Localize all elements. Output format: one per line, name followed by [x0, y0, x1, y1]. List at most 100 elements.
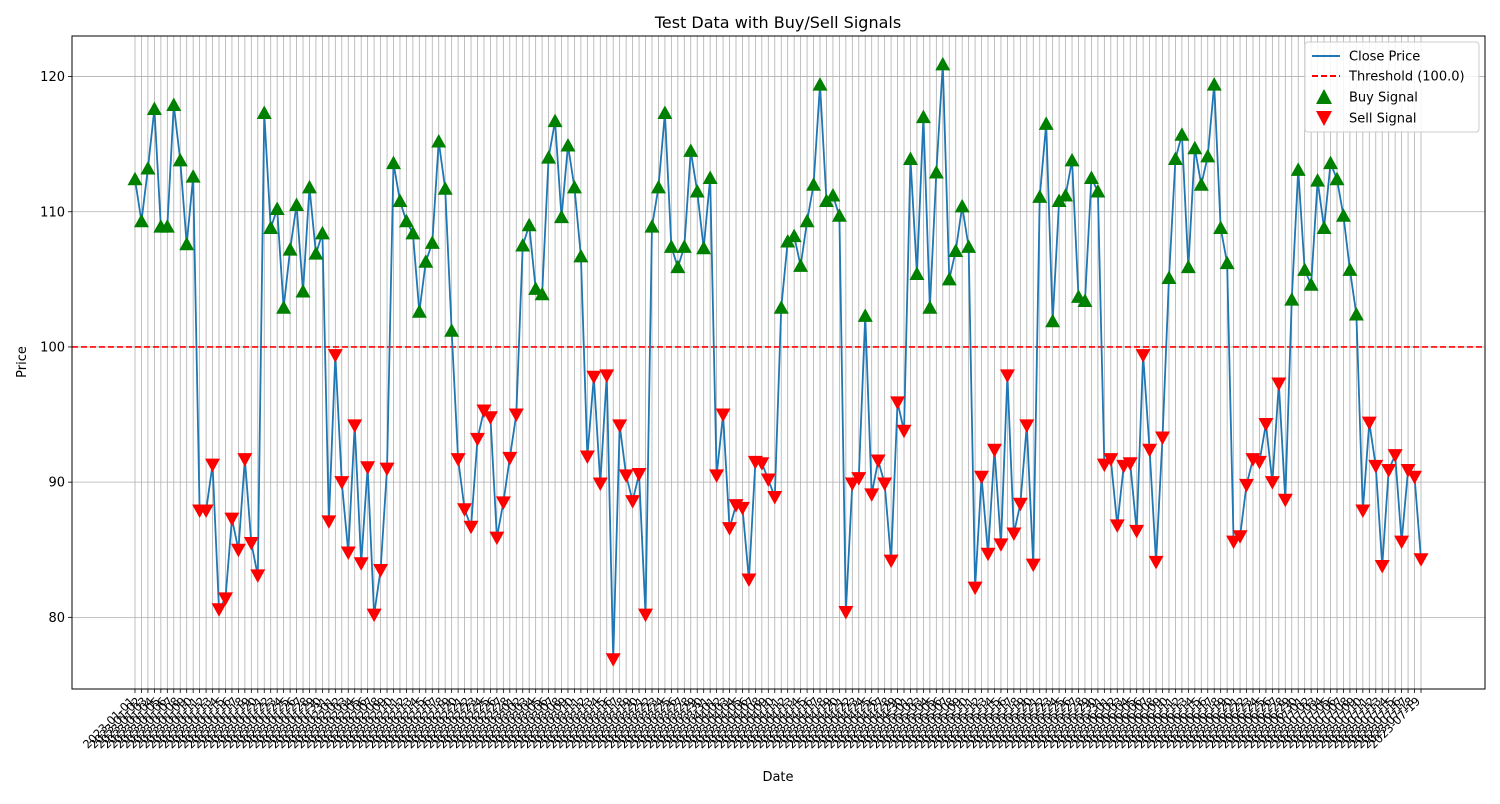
sell-signal-marker: [1019, 419, 1035, 433]
buy-signal-marker: [1335, 208, 1351, 222]
sell-signal-marker: [1142, 443, 1158, 458]
buy-signal-marker: [127, 171, 143, 186]
buy-signal-marker: [179, 236, 195, 251]
buy-signal-marker: [806, 177, 822, 191]
buy-signal-marker: [650, 179, 666, 194]
buy-signal-marker: [1032, 189, 1048, 203]
sell-signal-marker: [967, 581, 983, 596]
buy-signal-marker: [676, 239, 692, 253]
legend-close-price: Close Price: [1349, 50, 1420, 65]
buy-signal-marker: [1310, 173, 1326, 187]
buy-signal-marker: [644, 219, 660, 233]
sell-signal-marker: [353, 557, 369, 571]
buy-signal-marker: [935, 56, 951, 71]
y-tick-label: 110: [40, 205, 65, 220]
buy-signal-marker: [521, 217, 537, 232]
sell-signal-marker: [489, 531, 505, 546]
sell-signal-marker: [217, 592, 233, 606]
sell-signal-marker: [741, 573, 757, 587]
buy-signal-marker: [528, 281, 544, 295]
sell-signal-marker: [760, 473, 776, 487]
buy-signal-marker: [786, 228, 802, 243]
buy-signal-marker: [1200, 148, 1216, 163]
buy-signal-marker: [566, 179, 582, 194]
sell-signal-marker: [1355, 504, 1371, 519]
sell-signal-marker: [638, 608, 654, 623]
buy-signal-marker: [269, 201, 285, 216]
sell-signal-marker: [198, 504, 214, 519]
sell-signal-marker: [340, 546, 356, 560]
sell-signal-marker: [250, 569, 266, 583]
sell-signal-marker: [1387, 449, 1403, 463]
sell-signal-marker: [1251, 455, 1267, 470]
buy-signal-marker: [1303, 277, 1319, 291]
buy-signal-marker: [405, 225, 421, 240]
buy-signal-marker: [515, 238, 531, 252]
buy-signal-marker: [948, 243, 964, 257]
buy-signal-marker: [140, 160, 156, 175]
x-axis-label: Date: [762, 770, 793, 785]
sell-signal-marker: [1129, 524, 1145, 539]
sell-signal-marker: [625, 495, 641, 509]
sell-signal-marker: [230, 543, 246, 558]
buy-signal-marker: [392, 193, 408, 207]
buy-signal-marker: [793, 258, 809, 272]
buy-signal-marker: [418, 254, 434, 268]
buy-signal-marker: [831, 208, 847, 222]
sell-signal-marker: [1368, 459, 1384, 474]
buy-signal-marker: [1083, 170, 1099, 184]
buy-signal-marker: [1342, 262, 1358, 276]
sell-signal-marker: [722, 522, 738, 536]
sell-signal-marker: [334, 476, 350, 490]
buy-signal-marker: [159, 219, 175, 233]
buy-signal-marker: [172, 152, 188, 167]
buy-signal-marker: [301, 179, 317, 194]
buy-signal-marker: [385, 155, 401, 170]
legend-sell-signal: Sell Signal: [1349, 112, 1417, 127]
buy-signal-marker: [1323, 155, 1339, 170]
y-tick-label: 80: [48, 611, 65, 626]
buy-signal-marker: [1161, 270, 1177, 285]
sell-signal-marker: [495, 496, 511, 510]
buy-signal-marker: [1058, 188, 1074, 202]
buy-signal-marker: [857, 308, 873, 322]
sell-signal-marker: [631, 468, 647, 482]
buy-signal-marker: [1090, 183, 1106, 198]
buy-signal-marker: [1193, 177, 1209, 191]
sell-signal-marker: [599, 369, 615, 383]
buy-signal-marker: [424, 235, 440, 249]
sell-signal-marker: [321, 515, 337, 529]
sell-signal-marker: [327, 349, 343, 363]
sell-signal-marker: [211, 603, 227, 617]
legend-buy-signal: Buy Signal: [1349, 91, 1418, 106]
buy-signal-marker: [683, 143, 699, 157]
buy-signal-marker: [1290, 162, 1306, 176]
buy-signal-marker: [560, 138, 576, 152]
sell-signal-marker: [470, 432, 486, 447]
sell-signal-marker: [1258, 418, 1274, 432]
buy-signal-marker: [276, 300, 292, 314]
sell-signal-marker: [1277, 493, 1293, 508]
buy-signal-marker: [1180, 259, 1196, 274]
legend-box: [1304, 41, 1480, 133]
buy-signal-marker: [961, 239, 977, 253]
buy-signal-marker: [902, 151, 918, 166]
sell-signal-marker: [980, 547, 996, 562]
buy-signal-marker: [308, 246, 324, 260]
sell-signal-marker: [1374, 559, 1390, 574]
y-axis-ticks: 80 90 100 110 120: [40, 70, 72, 626]
buy-signal-marker: [1219, 255, 1235, 270]
buy-signal-marker: [547, 113, 563, 128]
sell-signal-marker: [618, 469, 634, 483]
sell-signal-marker: [1226, 535, 1242, 550]
sell-signal-marker: [1025, 558, 1041, 573]
sell-signal-marker: [1155, 431, 1171, 446]
sell-signal-marker: [864, 488, 880, 502]
plot-frame: [71, 35, 1486, 690]
sell-signal-marker: [1135, 349, 1151, 363]
signal-markers: [127, 56, 1429, 667]
sell-signal-marker: [450, 453, 466, 467]
sell-signal-marker: [1103, 453, 1119, 467]
sell-signal-marker: [844, 477, 860, 492]
